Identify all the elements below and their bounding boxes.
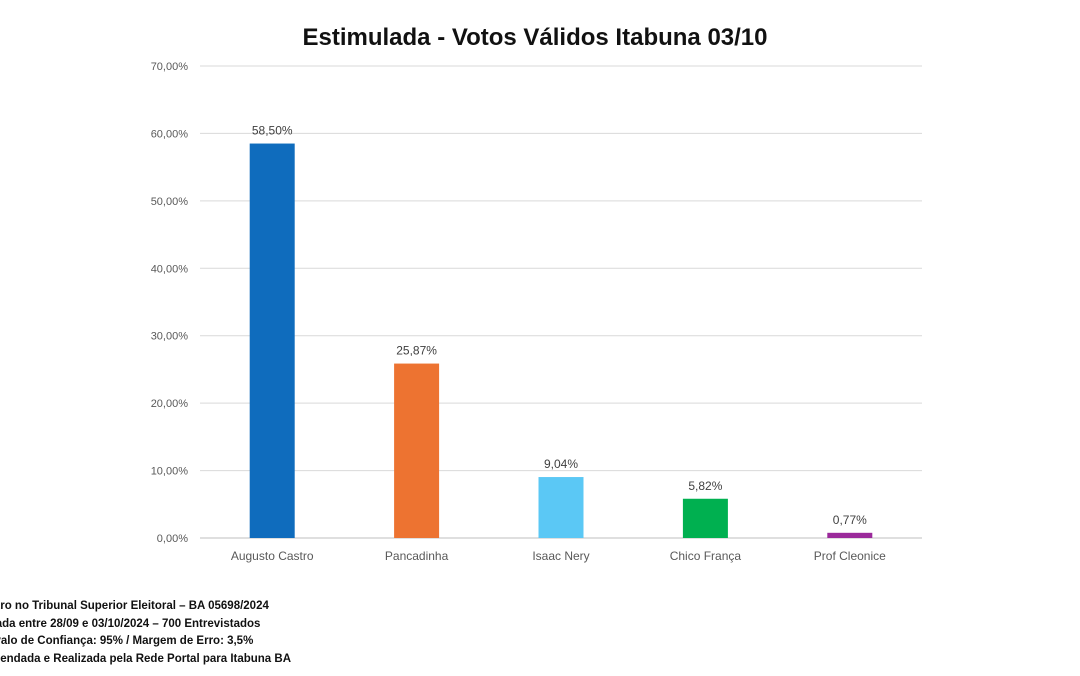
y-tick-label: 0,00% xyxy=(157,533,188,545)
footnote-line-sponsor: mendada e Realizada pela Rede Portal par… xyxy=(0,652,292,665)
bars xyxy=(249,143,873,539)
data-labels: 58,50% 25,87% 9,04% 5,82% 0,77% xyxy=(252,124,867,527)
y-tick-label: 40,00% xyxy=(151,263,189,275)
y-tick-label: 20,00% xyxy=(151,398,189,410)
bar-isaac-nery xyxy=(538,477,584,538)
x-category-label: Isaac Nery xyxy=(532,549,589,563)
bar-chico-frança xyxy=(682,498,728,538)
footnote-line-fieldwork: zada entre 28/09 e 03/10/2024 – 700 Entr… xyxy=(0,617,261,630)
y-axis-ticks: 0,00% 10,00% 20,00% 30,00% 40,00% 50,00% 60,00… xyxy=(151,61,189,545)
y-tick-label: 10,00% xyxy=(151,466,189,478)
y-tick-label: 50,00% xyxy=(151,196,189,208)
x-category-label: Chico França xyxy=(670,549,742,563)
data-label: 5,82% xyxy=(688,479,722,493)
gridlines xyxy=(200,65,922,539)
data-label: 58,50% xyxy=(252,124,293,138)
x-category-label: Pancadinha xyxy=(385,549,449,563)
bar-augusto-castro xyxy=(249,143,295,539)
x-category-label: Prof Cleonice xyxy=(814,549,886,563)
x-axis-categories: Augusto Castro Pancadinha Isaac Nery Chico … xyxy=(231,549,886,563)
y-tick-label: 60,00% xyxy=(151,128,189,140)
y-tick-label: 70,00% xyxy=(151,61,189,73)
y-tick-label: 30,00% xyxy=(151,331,189,343)
chart-title: Estimulada - Votos Válidos Itabuna 03/10 xyxy=(302,24,767,51)
x-category-label: Augusto Castro xyxy=(231,549,314,563)
data-label: 9,04% xyxy=(544,457,578,471)
data-label: 25,87% xyxy=(396,344,437,358)
footnote-line-confidence: rvalo de Confiança: 95% / Margem de Erro… xyxy=(0,635,254,647)
footnote-line-registration: stro no Tribunal Superior Eleitoral – BA… xyxy=(0,600,269,612)
survey-footnote: stro no Tribunal Superior Eleitoral – BA… xyxy=(0,598,291,668)
bar-prof-cleonice xyxy=(827,532,873,538)
data-label: 0,77% xyxy=(833,513,867,527)
bar-pancadinha xyxy=(394,363,440,538)
